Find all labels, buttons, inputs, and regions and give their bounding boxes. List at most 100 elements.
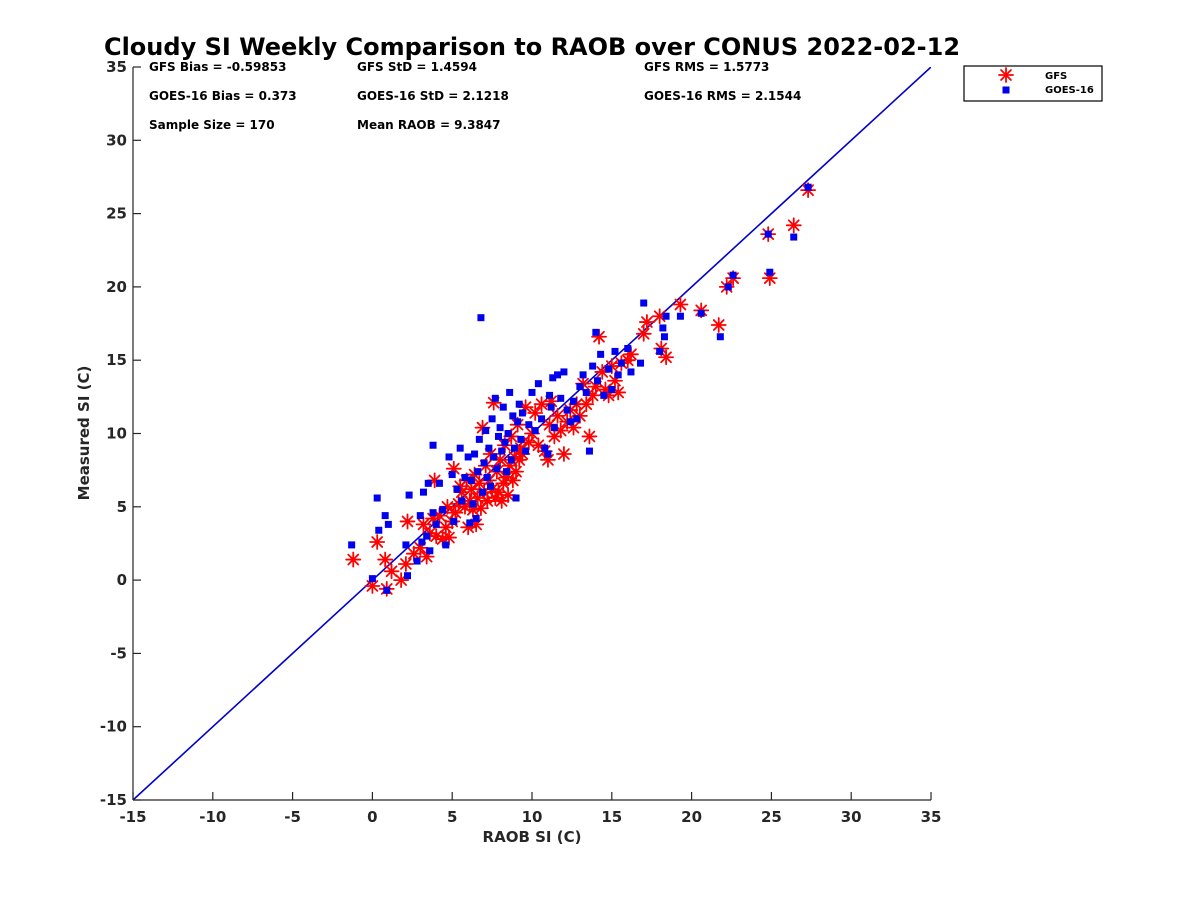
gfs-point: [415, 516, 432, 533]
goes-16-point: [429, 441, 437, 449]
gfs-point: [398, 556, 414, 572]
legend-goes-16-label: GOES-16: [1045, 85, 1094, 96]
goes-16-point: [515, 400, 523, 408]
goes-16-point: [483, 473, 491, 481]
x-tick-label: -5: [284, 808, 301, 826]
gfs-point: [508, 463, 524, 480]
goes-16-point: [569, 397, 577, 405]
goes-16-point: [424, 479, 432, 487]
goes-16-point: [416, 512, 424, 520]
legend-gfs-label: GFS: [1045, 71, 1067, 82]
gfs-point: [495, 475, 512, 492]
goes-16-point: [766, 268, 774, 276]
goes-16-point: [509, 412, 517, 420]
goes-16-point: [507, 456, 515, 464]
goes-16-series: [348, 183, 812, 594]
y-tick-label: 15: [106, 351, 127, 369]
axes: -15 -10 -5 0 5 10 15 20 25 30 35 -15 -10 -5 0 5 10 15 20 2…: [100, 58, 942, 826]
goes-16-point: [550, 424, 558, 432]
goes-16-point: [510, 444, 518, 452]
goes-16-point: [348, 541, 356, 549]
goes-16-point: [472, 515, 480, 523]
y-tick-label: 20: [106, 278, 127, 296]
goes-16-point: [502, 468, 510, 476]
goes-16-point: [624, 344, 632, 352]
gfs-point: [710, 317, 727, 333]
goes-16-point: [474, 468, 482, 476]
goes-16-point: [592, 328, 600, 336]
y-tick-label: -10: [100, 718, 127, 736]
gfs-point: [578, 396, 595, 413]
y-tick-label: 35: [106, 58, 127, 76]
goes-16-point: [458, 497, 466, 505]
goes-16-point: [501, 438, 509, 446]
x-tick-label: 15: [601, 808, 622, 826]
goes-16-point: [716, 333, 724, 341]
gfs-point: [635, 325, 652, 342]
goes-16-point: [373, 494, 381, 502]
gfs-point: [785, 217, 802, 234]
goes-16-point: [525, 421, 533, 429]
stat-text: GOES-16 RMS = 2.1544: [644, 89, 801, 103]
goes-16-point: [477, 314, 485, 322]
goes-16-point: [413, 557, 421, 565]
goes-16-point: [579, 371, 587, 379]
goes-16-point: [531, 427, 539, 435]
goes-16-point: [617, 359, 625, 367]
goes-16-point: [514, 418, 522, 426]
legend: GFS GOES-16: [963, 65, 1103, 102]
stat-text: GFS StD = 1.4594: [357, 60, 477, 74]
goes-16-point: [557, 394, 565, 402]
goes-16-point: [534, 380, 542, 388]
gfs-point: [581, 428, 598, 445]
goes-16-point: [585, 447, 593, 455]
goes-16-point: [608, 386, 616, 394]
goes-16-point: [445, 453, 453, 461]
goes-16-point: [697, 309, 705, 317]
goes-16-point: [383, 586, 391, 594]
goes-16-point: [479, 488, 487, 496]
stat-text: GFS RMS = 1.5773: [644, 60, 769, 74]
goes-16-point: [496, 424, 504, 432]
goes-16-point: [544, 450, 552, 458]
gfs-point: [556, 446, 572, 462]
goes-16-point: [439, 506, 447, 514]
goes-16-point: [729, 271, 737, 279]
goes-16-point: [611, 347, 619, 355]
x-tick-label: -10: [199, 808, 226, 826]
y-axis-label: Measured SI (C): [75, 366, 93, 501]
goes-16-point: [469, 500, 477, 508]
goes-16-point: [402, 541, 410, 549]
goes-16-point: [662, 312, 670, 320]
x-tick-label: 5: [447, 808, 457, 826]
goes-16-point: [656, 347, 664, 355]
stat-text: Mean RAOB = 9.3847: [357, 118, 501, 132]
goes-16-point: [724, 283, 732, 291]
goes-16-point: [506, 388, 514, 396]
goes-16-point: [461, 473, 469, 481]
goes-16-point: [541, 444, 549, 452]
goes-16-point: [499, 403, 507, 411]
goes-16-point: [368, 575, 376, 583]
goes-16-point: [547, 403, 555, 411]
goes-16-point: [381, 512, 389, 520]
goes-16-point: [676, 312, 684, 320]
goes-16-point: [549, 374, 557, 382]
goes-16-point: [404, 572, 412, 580]
goes-16-point: [528, 388, 536, 396]
goes-16-point: [466, 519, 474, 527]
y-tick-label: 30: [106, 131, 127, 149]
gfs-point: [473, 500, 489, 517]
y-tick-label: 5: [117, 498, 127, 516]
gfs-point: [533, 396, 550, 413]
goes-16-point: [593, 377, 601, 385]
goes-16-point: [512, 494, 520, 502]
legend-box: [963, 65, 1103, 102]
gfs-point: [549, 408, 566, 424]
y-tick-label: 10: [106, 425, 127, 443]
gfs-point: [383, 563, 400, 580]
goes-16-point: [640, 299, 648, 307]
goes-16-point: [637, 359, 645, 367]
goes-16-point: [429, 509, 437, 517]
